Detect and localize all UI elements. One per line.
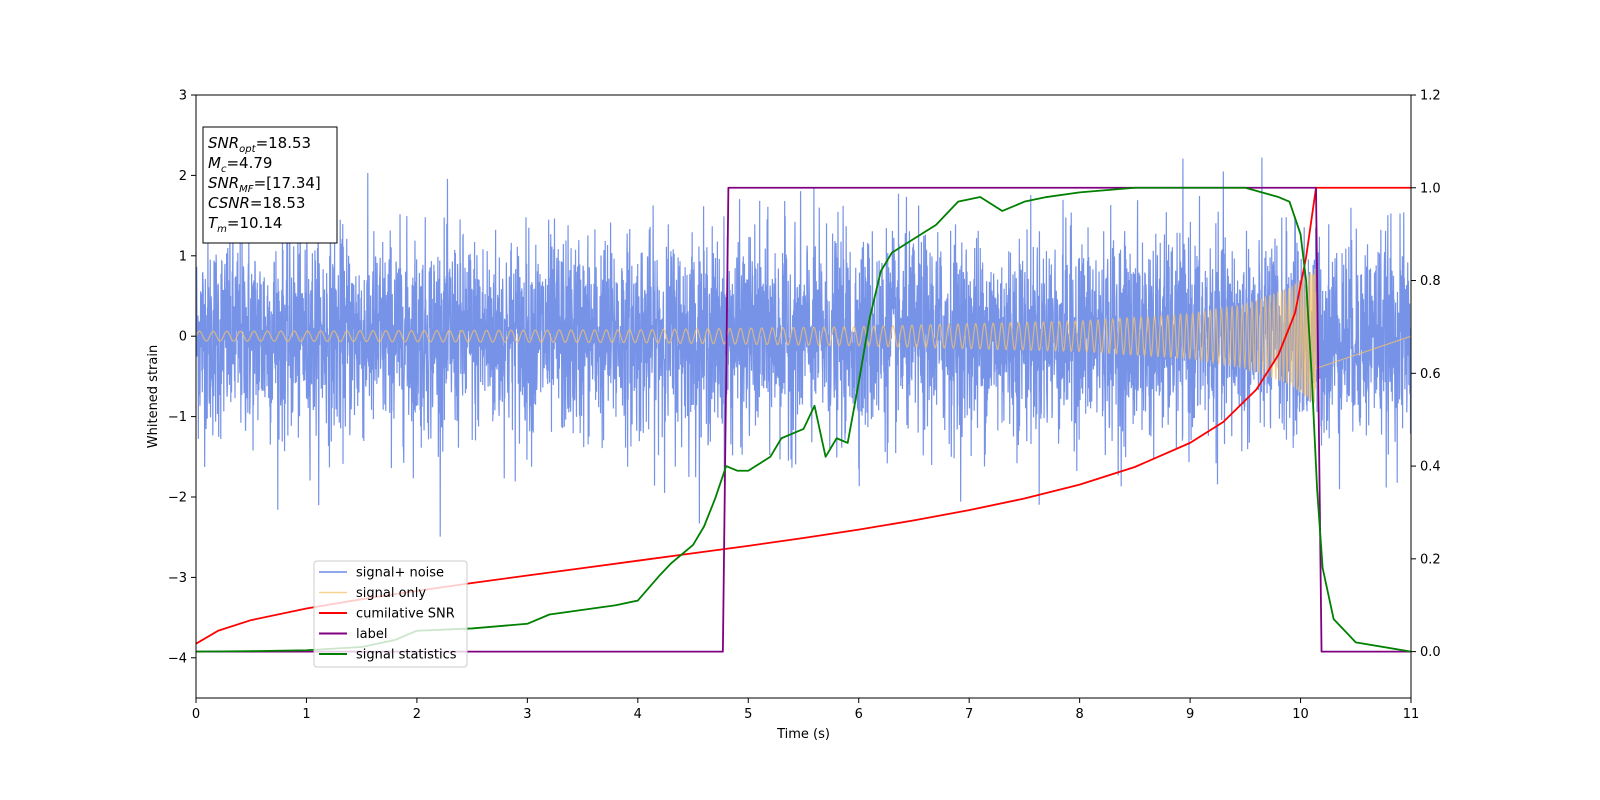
y2-tick-label: 1.2 — [1420, 89, 1441, 104]
legend-item: signal+ noise — [319, 566, 444, 581]
series-signal-only-line — [196, 268, 1411, 404]
x-tick-label: 11 — [1403, 707, 1420, 722]
legend-item: signal only — [319, 586, 426, 601]
legend-frame — [313, 560, 468, 668]
x-axis-title: Time (s) — [776, 727, 830, 742]
x-tick-label: 5 — [744, 707, 752, 722]
x-tick-label: 10 — [1292, 707, 1309, 722]
y-tick-label: −2 — [168, 491, 187, 506]
x-tick-label: 1 — [302, 707, 310, 722]
x-tick-label: 3 — [523, 707, 531, 722]
legend-label: signal statistics — [356, 648, 457, 663]
ticks-layer: 0 1 2 3 4 5 6 7 8 9 10 113210−1−2−3−41.21.00.80.60.… — [168, 89, 1441, 723]
y-tick-label: 3 — [179, 89, 187, 104]
x-tick-label: 9 — [1186, 707, 1194, 722]
y-tick-label: 1 — [179, 249, 187, 264]
info-box: SNRopt=18.53Mc=4.79SNRMF=[17.34]CSNR=18.… — [202, 126, 338, 244]
info-line: SNRopt=18.53 — [208, 134, 311, 155]
info-box-frame — [202, 126, 338, 244]
y-axis-title: Whitened strain — [146, 345, 161, 448]
info-line: CSNR=18.53 — [208, 194, 305, 212]
legend-item: cumilative SNR — [319, 607, 455, 622]
y-tick-label: 2 — [179, 169, 187, 184]
plot-frame — [195, 94, 1412, 699]
x-tick-label: 8 — [1075, 707, 1083, 722]
info-line: Mc=4.79 — [208, 154, 272, 175]
y2-tick-label: 0.2 — [1420, 552, 1441, 567]
x-tick-label: 6 — [855, 707, 863, 722]
y2-tick-label: 0.4 — [1420, 460, 1441, 475]
y2-tick-label: 0.6 — [1420, 367, 1441, 382]
y-tick-label: −1 — [168, 410, 187, 425]
series-label-line — [196, 186, 1411, 653]
legend: signal+ noise signal only cumilative SNR la… — [313, 560, 468, 668]
series-signal-statistics-line — [196, 186, 1411, 653]
legend-item: signal statistics — [319, 648, 457, 663]
x-tick-label: 4 — [634, 707, 642, 722]
y2-tick-label: 1.0 — [1420, 181, 1441, 196]
y-tick-label: −3 — [168, 571, 187, 586]
x-tick-label: 7 — [965, 707, 973, 722]
info-line: SNRMF=[17.34] — [208, 174, 321, 195]
y2-tick-label: 0.0 — [1420, 645, 1441, 660]
x-tick-label: 2 — [413, 707, 421, 722]
x-tick-label: 0 — [192, 707, 200, 722]
y-tick-label: −4 — [168, 651, 187, 666]
series-signal-noise-line — [196, 157, 1411, 537]
info-line: Tm=10.14 — [208, 214, 282, 235]
legend-label: signal+ noise — [356, 566, 444, 581]
legend-label: label — [356, 627, 387, 642]
legend-label: cumilative SNR — [356, 607, 455, 622]
legend-label: signal only — [356, 586, 426, 601]
legend-item: label — [319, 627, 387, 642]
y-tick-label: 0 — [179, 330, 187, 345]
y2-tick-label: 0.8 — [1420, 274, 1441, 289]
